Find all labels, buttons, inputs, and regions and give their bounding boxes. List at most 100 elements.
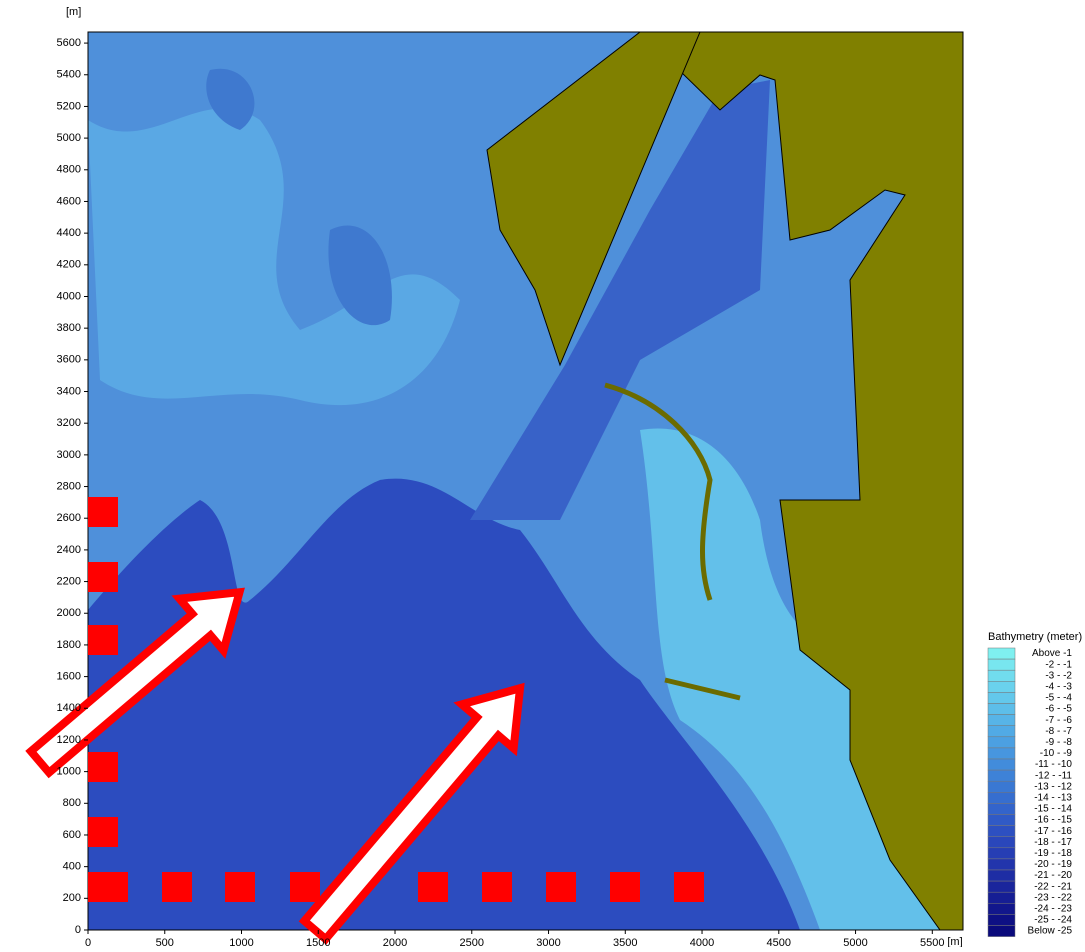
y-tick-label: 2200 xyxy=(57,575,81,587)
legend-swatch xyxy=(988,759,1015,770)
bathymetry-field xyxy=(88,32,963,930)
legend-label: -16 - -15 xyxy=(1034,815,1072,826)
legend-label: -12 - -11 xyxy=(1035,770,1072,781)
legend-swatch xyxy=(988,648,1015,659)
map-figure: [m] [m] Bathymetry (meter) 0500100015002… xyxy=(0,0,1085,947)
marker xyxy=(225,872,255,902)
x-tick-label: 3500 xyxy=(613,937,637,947)
legend-swatch xyxy=(988,792,1015,803)
x-tick-label: 1500 xyxy=(306,937,330,947)
legend-label: -5 - -4 xyxy=(1045,693,1072,704)
legend-swatch xyxy=(988,837,1015,848)
legend-label: -11 - -10 xyxy=(1035,759,1072,770)
y-unit: [m] xyxy=(66,6,81,18)
legend-swatch xyxy=(988,903,1015,914)
legend-title: Bathymetry (meter) xyxy=(988,631,1082,643)
y-tick-label: 1000 xyxy=(57,766,81,778)
y-tick-label: 1800 xyxy=(57,639,81,651)
x-tick-label: 5500 xyxy=(920,937,944,947)
legend-swatch xyxy=(988,781,1015,792)
y-tick-label: 3400 xyxy=(57,385,81,397)
y-tick-label: 1400 xyxy=(57,702,81,714)
marker xyxy=(162,872,192,902)
marker xyxy=(290,872,320,902)
legend-label: -14 - -13 xyxy=(1034,792,1072,803)
legend-label: -7 - -6 xyxy=(1045,715,1072,726)
y-tick-label: 5400 xyxy=(57,69,81,81)
legend-label: -9 - -8 xyxy=(1045,737,1072,748)
marker xyxy=(88,817,118,847)
x-unit: [m] xyxy=(947,936,962,947)
legend-swatch xyxy=(988,826,1015,837)
legend-swatch xyxy=(988,848,1015,859)
legend-swatch xyxy=(988,704,1015,715)
legend-label: -15 - -14 xyxy=(1034,804,1072,815)
marker xyxy=(418,872,448,902)
y-tick-label: 5600 xyxy=(57,37,81,49)
legend-swatch xyxy=(988,815,1015,826)
legend-swatch xyxy=(988,726,1015,737)
y-tick-label: 3800 xyxy=(57,322,81,334)
y-tick-label: 400 xyxy=(63,861,81,873)
y-tick-label: 2400 xyxy=(57,544,81,556)
legend-swatch xyxy=(988,715,1015,726)
legend-swatch xyxy=(988,926,1015,937)
legend-swatch xyxy=(988,748,1015,759)
x-tick-label: 1000 xyxy=(229,937,253,947)
legend-label: -17 - -16 xyxy=(1034,826,1072,837)
x-tick-label: 4000 xyxy=(690,937,714,947)
marker xyxy=(88,562,118,592)
legend-swatch xyxy=(988,670,1015,681)
legend-label: -21 - -20 xyxy=(1034,870,1072,881)
y-tick-label: 1200 xyxy=(57,734,81,746)
marker xyxy=(482,872,512,902)
x-tick-label: 0 xyxy=(85,937,91,947)
y-tick-label: 1600 xyxy=(57,671,81,683)
legend-label: -3 - -2 xyxy=(1045,670,1072,681)
legend-swatch xyxy=(988,859,1015,870)
legend-swatch xyxy=(988,737,1015,748)
legend-label: -23 - -22 xyxy=(1034,892,1072,903)
y-tick-label: 4400 xyxy=(57,227,81,239)
legend-label: -22 - -21 xyxy=(1034,881,1072,892)
legend-label: -13 - -12 xyxy=(1034,781,1072,792)
y-tick-label: 5000 xyxy=(57,132,81,144)
y-tick-label: 4200 xyxy=(57,259,81,271)
y-tick-label: 2800 xyxy=(57,480,81,492)
legend-label: -2 - -1 xyxy=(1045,659,1072,670)
x-tick-label: 2000 xyxy=(383,937,407,947)
legend-label: Below -25 xyxy=(1028,926,1073,937)
marker xyxy=(88,752,118,782)
y-tick-label: 200 xyxy=(63,892,81,904)
legend-label: -4 - -3 xyxy=(1045,681,1072,692)
x-tick-label: 5000 xyxy=(843,937,867,947)
y-tick-label: 2000 xyxy=(57,607,81,619)
x-tick-label: 3000 xyxy=(536,937,560,947)
legend-label: -18 - -17 xyxy=(1034,837,1072,848)
legend-swatch xyxy=(988,770,1015,781)
legend-label: -10 - -9 xyxy=(1040,748,1073,759)
y-tick-label: 0 xyxy=(75,924,81,936)
y-tick-label: 4600 xyxy=(57,195,81,207)
y-tick-label: 2600 xyxy=(57,512,81,524)
legend-swatch xyxy=(988,803,1015,814)
y-tick-label: 4800 xyxy=(57,164,81,176)
marker xyxy=(546,872,576,902)
x-tick-label: 2500 xyxy=(460,937,484,947)
legend-swatch xyxy=(988,659,1015,670)
legend-swatch xyxy=(988,914,1015,925)
legend-label: Above -1 xyxy=(1032,648,1072,659)
legend-swatch xyxy=(988,892,1015,903)
legend-label: -6 - -5 xyxy=(1045,704,1072,715)
marker xyxy=(674,872,704,902)
legend-label: -19 - -18 xyxy=(1034,848,1072,859)
x-tick-label: 4500 xyxy=(767,937,791,947)
legend-label: -20 - -19 xyxy=(1034,859,1072,870)
y-tick-label: 800 xyxy=(63,797,81,809)
legend-label: -8 - -7 xyxy=(1045,726,1072,737)
legend-label: -24 - -23 xyxy=(1034,903,1072,914)
y-tick-label: 4000 xyxy=(57,290,81,302)
legend-label: -25 - -24 xyxy=(1034,915,1072,926)
legend-swatch xyxy=(988,881,1015,892)
y-tick-label: 5200 xyxy=(57,100,81,112)
